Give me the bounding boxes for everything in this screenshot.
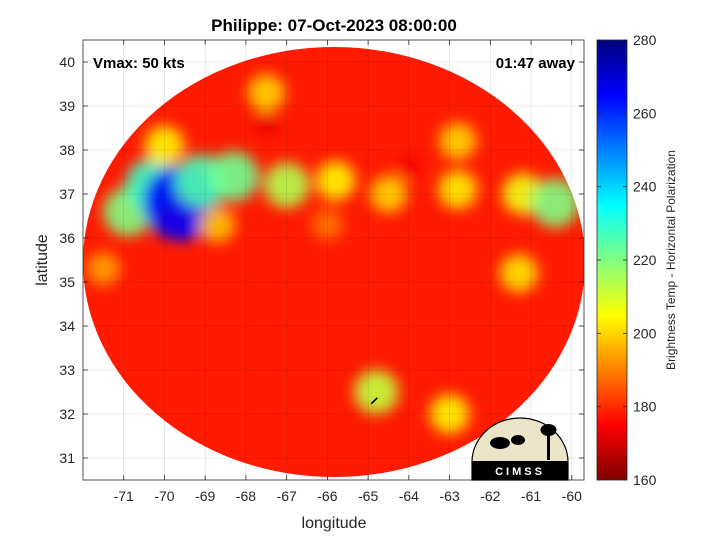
swath-feature xyxy=(254,111,279,136)
y-axis-label: latitude xyxy=(34,234,51,286)
x-tick-label: -69 xyxy=(195,488,215,504)
time-away-annotation: 01:47 away xyxy=(496,55,576,72)
y-tick-label: 38 xyxy=(59,142,75,158)
colorbar-tick-label: 280 xyxy=(633,32,657,48)
x-tick-label: -65 xyxy=(358,488,378,504)
axes-box xyxy=(82,39,585,481)
swath-feature xyxy=(438,170,478,210)
y-tick-label: 31 xyxy=(59,450,75,466)
colorbar-tick-label: 220 xyxy=(633,252,657,268)
x-tick-label: -62 xyxy=(480,488,500,504)
logo-dish-icon xyxy=(490,437,510,449)
swath-feature xyxy=(499,254,539,293)
swath-feature xyxy=(429,394,470,434)
swath-feature xyxy=(530,178,581,228)
swath-feature xyxy=(354,369,399,415)
swath-feature xyxy=(208,151,259,202)
swath-feature xyxy=(439,122,477,160)
logo-tank-icon xyxy=(540,424,557,436)
brightness-temp-swath xyxy=(83,47,584,477)
colorbar-tick-label: 200 xyxy=(633,325,657,341)
storm-center-marker xyxy=(370,397,378,405)
logo-tower-icon xyxy=(547,433,550,460)
colorbar-tick-label: 180 xyxy=(633,399,657,415)
y-tick-label: 34 xyxy=(59,318,75,334)
x-tick-label: -67 xyxy=(277,488,297,504)
storm-center-icon xyxy=(370,397,378,405)
x-tick-label: -71 xyxy=(114,488,134,504)
swath-features xyxy=(86,74,581,434)
y-tick-label: 35 xyxy=(59,274,75,290)
swath-feature xyxy=(315,161,356,201)
x-axis-label: longitude xyxy=(302,515,367,532)
swath-feature xyxy=(144,125,185,166)
swath-feature xyxy=(199,206,236,243)
cimss-logo: CIMSS xyxy=(471,417,569,481)
grid-lines xyxy=(83,40,584,480)
y-tick-label: 37 xyxy=(59,186,75,202)
swath-feature xyxy=(312,209,343,241)
y-tick-label: 40 xyxy=(59,54,75,70)
x-tick-label: -64 xyxy=(399,488,419,504)
logo-ground xyxy=(472,461,568,480)
colorbar xyxy=(596,39,628,481)
y-tick-label: 39 xyxy=(59,98,75,114)
x-tick-label: -63 xyxy=(439,488,459,504)
y-tick-label: 32 xyxy=(59,406,75,422)
x-tick-label: -61 xyxy=(521,488,541,504)
y-ticks: 31 32 33 34 35 36 37 38 39 40 xyxy=(59,54,584,466)
swath-feature xyxy=(263,162,310,208)
logo-dish-icon-2 xyxy=(511,435,525,445)
x-tick-label: -60 xyxy=(562,488,582,504)
swath-background xyxy=(83,47,584,477)
colorbar-tick-label: 260 xyxy=(633,105,657,121)
colorbar-label: Brightness Temp - Horizontal Polarizatio… xyxy=(664,150,678,370)
chart-title: Philippe: 07-Oct-2023 08:00:00 xyxy=(211,16,457,35)
swath-feature xyxy=(396,155,421,180)
x-ticks: -71 -70 -69 -68 -67 -66 -65 -64 -63 -62 -61 -60 xyxy=(114,40,582,504)
colorbar-tick-label: 240 xyxy=(633,179,657,195)
y-tick-label: 33 xyxy=(59,362,75,378)
swath-feature xyxy=(86,251,121,286)
x-tick-label: -66 xyxy=(317,488,337,504)
swath-feature xyxy=(247,74,285,112)
y-tick-label: 36 xyxy=(59,230,75,246)
colorbar-ticks: 160 180 200 220 240 260 280 xyxy=(597,32,657,488)
swath-feature xyxy=(369,175,408,213)
logo-text: CIMSS xyxy=(495,466,545,478)
x-tick-label: -68 xyxy=(236,488,256,504)
x-tick-label: -70 xyxy=(154,488,174,504)
colorbar-tick-label: 160 xyxy=(633,472,657,488)
vmax-annotation: Vmax: 50 kts xyxy=(93,55,185,72)
